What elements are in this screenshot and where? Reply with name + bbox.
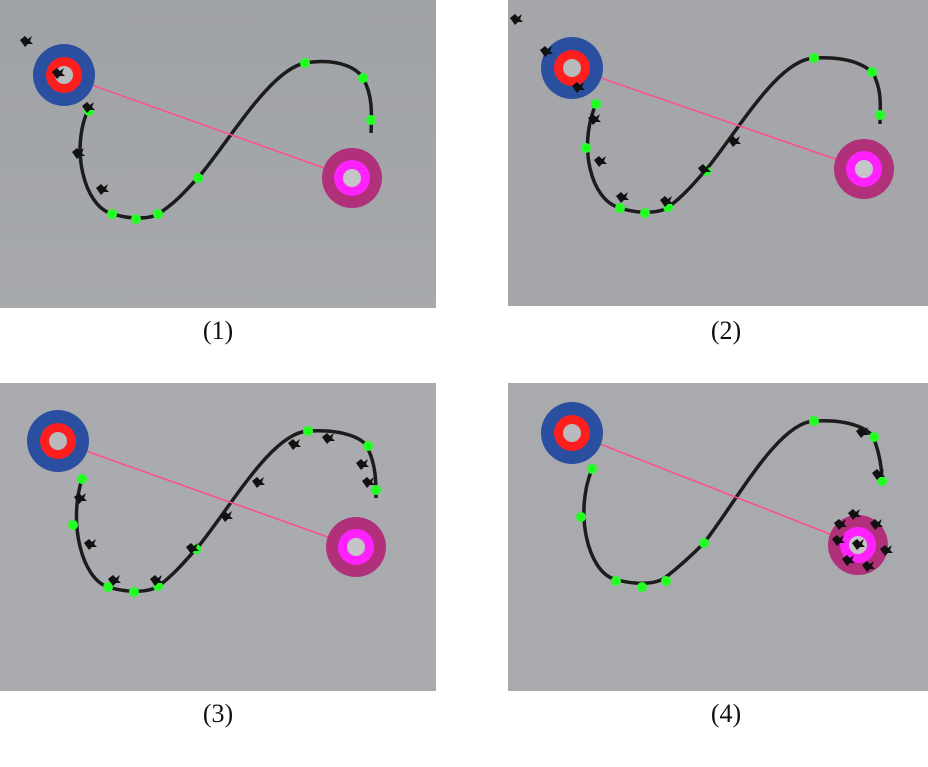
drone-icon: [842, 555, 855, 566]
panel-3: (3): [0, 383, 436, 767]
drone-swarm: [20, 36, 109, 195]
waypoint: [640, 208, 650, 218]
waypoint: [366, 115, 376, 125]
drone-icon: [510, 14, 523, 25]
drone-swarm: [510, 14, 741, 207]
drone-icon: [872, 469, 885, 480]
drone-icon: [728, 136, 741, 147]
waypoint: [869, 432, 879, 442]
drone-icon: [616, 192, 629, 203]
waypoint: [107, 209, 117, 219]
drone-icon: [594, 156, 607, 167]
panel-caption: (4): [710, 699, 742, 728]
waypoint: [371, 485, 381, 495]
waypoints: [68, 426, 381, 597]
waypoint: [591, 99, 601, 109]
drone-swarm: [74, 433, 375, 586]
goal-marker: [834, 139, 894, 199]
link-line: [63, 74, 353, 179]
drone-swarm: [832, 427, 893, 572]
panel-4: (4): [508, 383, 928, 767]
start-marker: [541, 37, 603, 99]
waypoint: [661, 576, 671, 586]
start-marker: [27, 410, 89, 472]
drone-icon: [880, 545, 893, 556]
waypoint: [867, 67, 877, 77]
drone-icon: [288, 439, 301, 450]
waypoint: [129, 587, 139, 597]
waypoint: [303, 426, 313, 436]
drone-icon: [84, 539, 97, 550]
waypoint: [637, 582, 647, 592]
drone-icon: [74, 493, 87, 504]
link-line: [571, 67, 865, 170]
drone-icon: [20, 36, 33, 47]
waypoint: [193, 173, 203, 183]
waypoint: [363, 441, 373, 451]
drone-icon: [362, 477, 375, 488]
panel-caption: (1): [202, 316, 234, 345]
drone-icon: [96, 184, 109, 195]
waypoint: [103, 582, 113, 592]
panel-2: (2): [508, 0, 928, 384]
waypoint: [699, 538, 709, 548]
waypoint: [877, 476, 887, 486]
waypoint: [581, 143, 591, 153]
goal-marker: [326, 517, 386, 577]
waypoint: [77, 474, 87, 484]
drone-icon: [356, 459, 369, 470]
drone-icon: [72, 148, 85, 159]
drone-icon: [108, 575, 121, 586]
link-line: [571, 432, 859, 546]
simulation-view: [508, 383, 928, 691]
waypoint: [611, 576, 621, 586]
waypoint: [358, 73, 368, 83]
simulation-view: [0, 383, 436, 691]
waypoint: [300, 58, 310, 68]
panel-1: (1): [0, 0, 436, 384]
panel-caption: (2): [710, 316, 742, 345]
drone-icon: [572, 82, 585, 93]
waypoint: [875, 110, 885, 120]
drone-icon: [322, 433, 335, 444]
start-marker: [541, 402, 603, 464]
drone-icon: [870, 519, 883, 530]
waypoint: [587, 464, 597, 474]
goal-marker: [322, 148, 382, 208]
simulation-view: [508, 0, 928, 306]
drone-icon: [588, 114, 601, 125]
drone-icon: [150, 575, 163, 586]
waypoints: [576, 416, 887, 592]
drone-icon: [862, 561, 875, 572]
drone-icon: [52, 68, 65, 79]
drone-icon: [540, 46, 553, 57]
panel-caption: (3): [202, 699, 234, 728]
drone-icon: [834, 519, 847, 530]
drone-icon: [186, 543, 199, 554]
drone-icon: [82, 102, 95, 113]
waypoint: [68, 520, 78, 530]
drone-icon: [698, 164, 711, 175]
waypoint: [576, 512, 586, 522]
waypoint: [153, 209, 163, 219]
drone-icon: [832, 535, 845, 546]
drone-icon: [252, 477, 265, 488]
drone-icon: [852, 539, 865, 550]
waypoint: [809, 53, 819, 63]
drone-icon: [220, 511, 233, 522]
waypoint: [615, 203, 625, 213]
drone-icon: [660, 196, 673, 207]
simulation-view: [0, 0, 436, 308]
waypoint: [131, 214, 141, 224]
waypoint: [809, 416, 819, 426]
drone-icon: [856, 427, 869, 438]
drone-icon: [848, 509, 861, 520]
link-line: [57, 440, 357, 548]
